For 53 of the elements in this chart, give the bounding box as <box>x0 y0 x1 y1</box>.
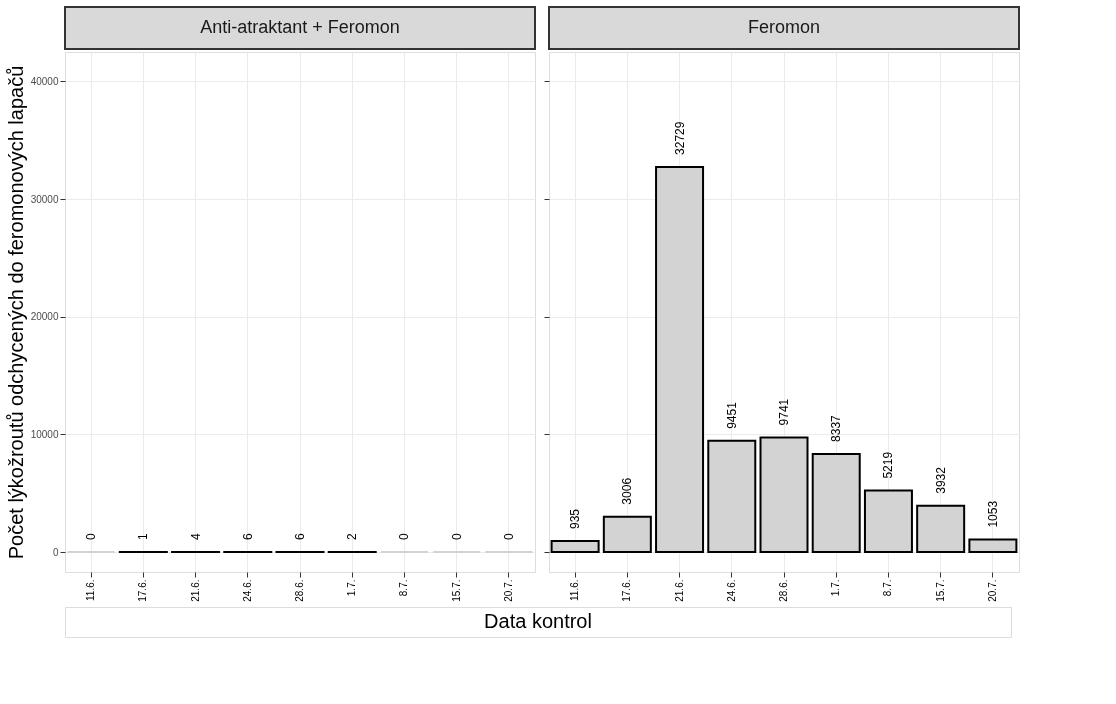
x-tick-label: 20.7. <box>986 579 998 602</box>
data-label: 5219 <box>881 451 896 479</box>
x-tick-label: 15.7. <box>450 579 462 602</box>
data-label: 8337 <box>829 414 844 442</box>
data-label: 6 <box>240 532 255 540</box>
bar <box>968 538 1018 553</box>
x-tick-label: 1.7. <box>830 579 842 597</box>
data-label: 3932 <box>933 466 948 494</box>
bar <box>811 452 861 553</box>
x-tick-label: 11.6. <box>569 579 581 601</box>
x-tick-label: 28.6. <box>294 579 305 602</box>
x-tick-label: 20.7. <box>502 579 514 602</box>
chart-title: Feromon <box>747 17 821 37</box>
data-label: 3006 <box>620 477 635 505</box>
bar <box>863 489 913 553</box>
y-tick-label: 30000 <box>30 193 59 205</box>
bar <box>602 515 652 553</box>
bar <box>707 439 757 553</box>
data-label: 32729 <box>672 121 687 155</box>
x-tick-label: 8.7. <box>398 579 410 597</box>
x-tick-label: 11.6. <box>85 579 97 601</box>
x-tick-label: 17.6. <box>621 579 633 602</box>
data-label: 0 <box>501 533 516 540</box>
x-tick-label: 17.6. <box>137 579 149 602</box>
x-tick-label: 1.7. <box>346 579 358 597</box>
data-label: 9451 <box>724 401 739 429</box>
chart-title: Anti-atraktant + Feromon <box>200 17 400 37</box>
bar <box>916 504 966 553</box>
y-tick-label: 40000 <box>30 75 59 87</box>
data-label: 1053 <box>985 500 1000 528</box>
y-tick-label: 0 <box>52 546 59 558</box>
data-label: 2 <box>345 532 360 540</box>
data-label: 0 <box>449 533 464 540</box>
data-label: 9741 <box>777 398 791 426</box>
data-label: 6 <box>293 532 307 540</box>
y-axis-title: Počet lýkožroutů odchycených do feromonových lapačů <box>4 65 27 560</box>
data-label: 0 <box>84 533 99 540</box>
x-tick-label: 28.6. <box>778 579 789 602</box>
bar <box>759 436 809 553</box>
x-tick-label: 24.6. <box>241 579 253 602</box>
x-tick-label: 21.6. <box>189 579 201 602</box>
data-label: 935 <box>568 508 583 529</box>
bar <box>655 165 705 553</box>
x-tick-label: 21.6. <box>673 579 685 602</box>
x-tick-label: 24.6. <box>725 579 737 602</box>
data-label: 0 <box>397 533 412 540</box>
data-label: 1 <box>136 532 151 540</box>
x-tick-label: 8.7. <box>882 579 894 597</box>
y-tick-label: 10000 <box>30 428 59 440</box>
x-axis-title: Data kontrol <box>484 610 592 632</box>
data-label: 4 <box>188 532 203 540</box>
x-tick-label: 15.7. <box>934 579 946 602</box>
y-tick-label: 20000 <box>30 311 59 323</box>
